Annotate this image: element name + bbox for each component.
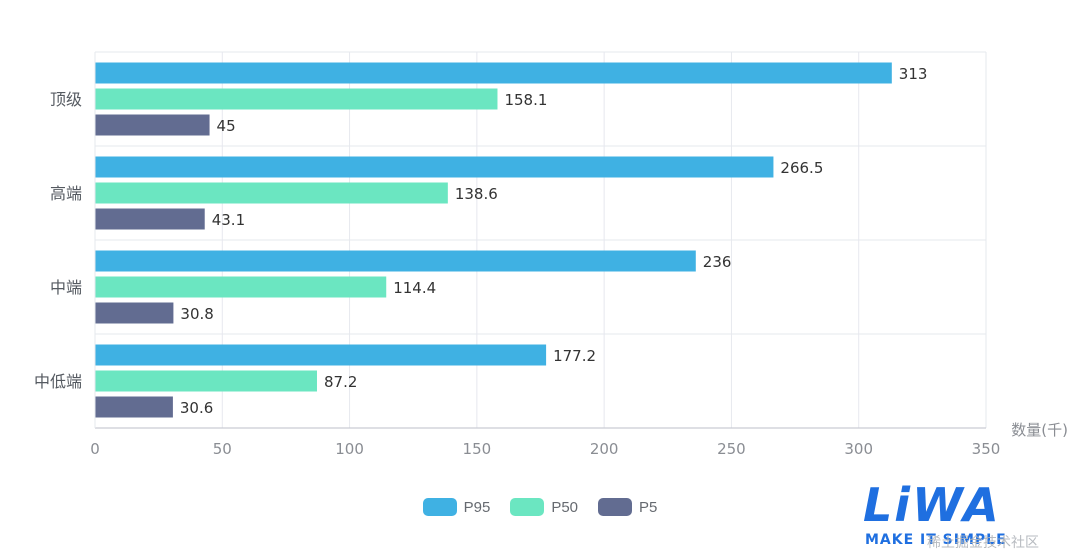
legend-item-p5[interactable]: P5 [598,498,657,516]
x-tick-label: 300 [844,440,873,458]
legend-label-p5: P5 [639,498,658,516]
bar-p5[interactable] [95,396,173,418]
x-tick-label: 350 [972,440,1001,458]
x-tick-label: 100 [335,440,364,458]
value-label: 158.1 [504,91,547,109]
legend-label-p50: P50 [551,498,579,516]
legend-item-p50[interactable]: P50 [510,498,578,516]
x-axis-title: 数量(千) [1011,421,1068,439]
watermark-slogan: MAKE IT SIMPLE [865,532,1007,548]
x-tick-label: 0 [90,440,100,458]
bar-p5[interactable] [95,114,210,136]
x-tick-label: 200 [590,440,619,458]
value-label: 45 [217,117,236,135]
watermark-community-text: 稀土掘金技术社区 [927,535,1039,551]
bar-p95[interactable] [95,250,696,272]
bars [95,62,892,418]
bar-chart: 313 158.1 45 266.5 138.6 43.1 236 114.4 30.8 177.… [34,51,1068,458]
x-tick-label: 250 [717,440,746,458]
bar-p50[interactable] [95,182,448,204]
bar-p50[interactable] [95,370,317,392]
y-category-label: 顶级 [50,90,82,109]
watermark-logo-text: LiWA [863,478,1001,532]
y-category-label: 中端 [50,278,82,297]
value-label: 30.8 [180,305,213,323]
y-category-label: 高端 [50,184,82,203]
value-label: 313 [899,65,928,83]
watermark-logo: LiWA MAKE IT SIMPLE 稀土掘金技术社区 [855,482,1070,554]
x-tick-label: 150 [463,440,492,458]
legend-swatch-p50 [510,498,545,516]
bar-p50[interactable] [95,88,498,110]
bar-p95[interactable] [95,62,892,84]
value-label: 266.5 [780,159,823,177]
legend-swatch-p95 [422,498,457,516]
bar-p5[interactable] [95,208,205,230]
value-label: 177.2 [553,347,596,365]
grid-lines [95,51,987,428]
value-label: 87.2 [324,373,357,391]
bar-p50[interactable] [95,276,387,298]
value-label: 43.1 [212,211,245,229]
y-category-label: 中低端 [34,372,82,391]
bar-p5[interactable] [95,302,174,324]
value-labels: 313 158.1 45 266.5 138.6 43.1 236 114.4 30.8 177.… [180,65,928,417]
bar-p95[interactable] [95,344,547,366]
legend-label-p95: P95 [463,498,491,516]
bar-p95[interactable] [95,156,774,178]
x-tick-label: 50 [213,440,232,458]
legend-swatch-p5 [598,498,633,516]
value-label: 114.4 [393,279,436,297]
value-label: 138.6 [455,185,498,203]
legend: P95 P50 P5 [0,494,1080,520]
value-label: 30.6 [180,399,213,417]
legend-item-p95[interactable]: P95 [422,498,491,516]
value-label: 236 [703,253,732,271]
